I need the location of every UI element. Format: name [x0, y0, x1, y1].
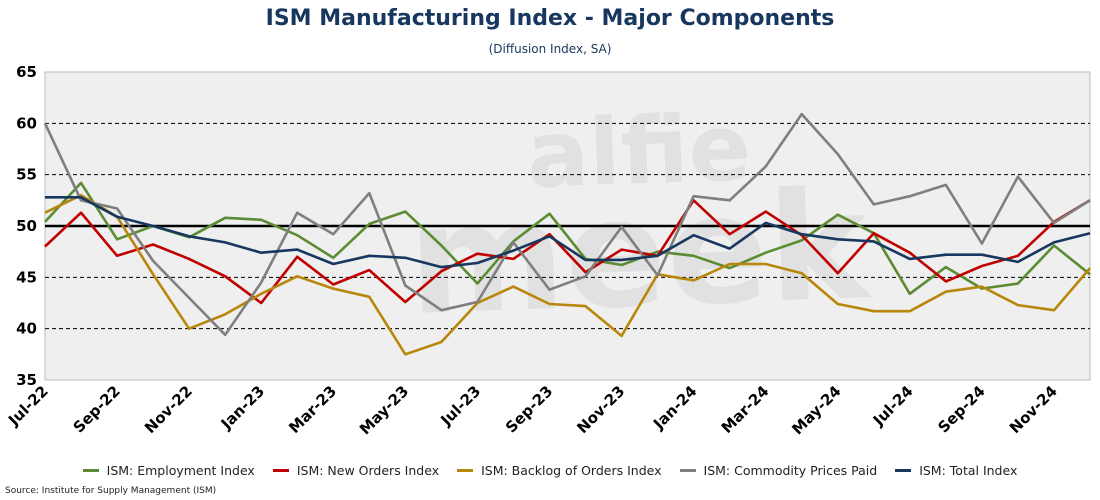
x-tick-label: May-24	[788, 382, 844, 438]
legend-item-3: ISM: Commodity Prices Paid	[679, 463, 878, 478]
legend-swatch	[82, 469, 99, 472]
x-tick-label: Sep-24	[934, 382, 988, 436]
chart-subtitle: (Diffusion Index, SA)	[488, 42, 612, 56]
x-tick-label: Mar-23	[285, 382, 340, 437]
legend-item-0: ISM: Employment Index	[82, 463, 255, 478]
series-line-3	[43, 112, 1091, 337]
legend-label: ISM: Commodity Prices Paid	[703, 463, 878, 478]
y-tick-label: 55	[16, 166, 37, 184]
y-tick-label: 60	[16, 114, 37, 132]
x-tick-label: Jan-23	[217, 382, 268, 433]
x-tick-label: Jul-23	[437, 382, 485, 430]
x-tick-label: Nov-23	[573, 382, 628, 437]
y-tick-label: 40	[16, 320, 37, 338]
y-tick-label: 45	[16, 268, 37, 286]
y-tick-label: 50	[16, 217, 37, 235]
legend-swatch	[272, 469, 289, 472]
series-line-4	[45, 196, 1091, 269]
x-tick-label: Nov-22	[141, 382, 196, 437]
y-tick-label: 65	[16, 63, 37, 81]
y-axis: 35 40 45 50 55 60 65	[16, 63, 37, 389]
series-lines	[43, 112, 1091, 356]
legend-swatch	[457, 469, 474, 472]
legend-swatch	[679, 469, 696, 472]
x-tick-label: Sep-22	[70, 382, 124, 436]
x-tick-label: May-23	[356, 382, 412, 438]
watermark-line1: alfie	[525, 94, 753, 209]
legend-label: ISM: Backlog of Orders Index	[481, 463, 662, 478]
legend-swatch	[895, 469, 912, 472]
series-line-2	[44, 193, 1091, 356]
legend-item-1: ISM: New Orders Index	[272, 463, 440, 478]
x-axis: Jul-22 Sep-22 Nov-22 Jan-23 Mar-23 May-23 Jul-…	[4, 382, 1061, 438]
chart-title: ISM Manufacturing Index - Major Componen…	[265, 6, 835, 31]
x-tick-label: Sep-23	[502, 382, 556, 436]
x-tick-label: Jan-24	[649, 382, 700, 433]
x-tick-label: Mar-24	[718, 382, 773, 437]
legend-label: ISM: Total Index	[919, 463, 1018, 478]
legend-item-4: ISM: Total Index	[895, 463, 1017, 478]
legend-item-2: ISM: Backlog of Orders Index	[457, 463, 662, 478]
legend-label: ISM: Employment Index	[106, 463, 255, 478]
x-tick-label: Jul-24	[869, 382, 917, 430]
legend-label: ISM: New Orders Index	[296, 463, 440, 478]
legend: ISM: Employment Index ISM: New Orders Ind…	[0, 463, 1100, 478]
x-tick-label: Jul-22	[4, 382, 52, 430]
series-line-0	[44, 181, 1091, 296]
source-note: Source: Institute for Supply Management …	[5, 486, 217, 496]
y-tick-label: 35	[16, 371, 37, 389]
x-tick-label: Nov-24	[1006, 382, 1061, 437]
grid-lines	[45, 122, 1090, 330]
